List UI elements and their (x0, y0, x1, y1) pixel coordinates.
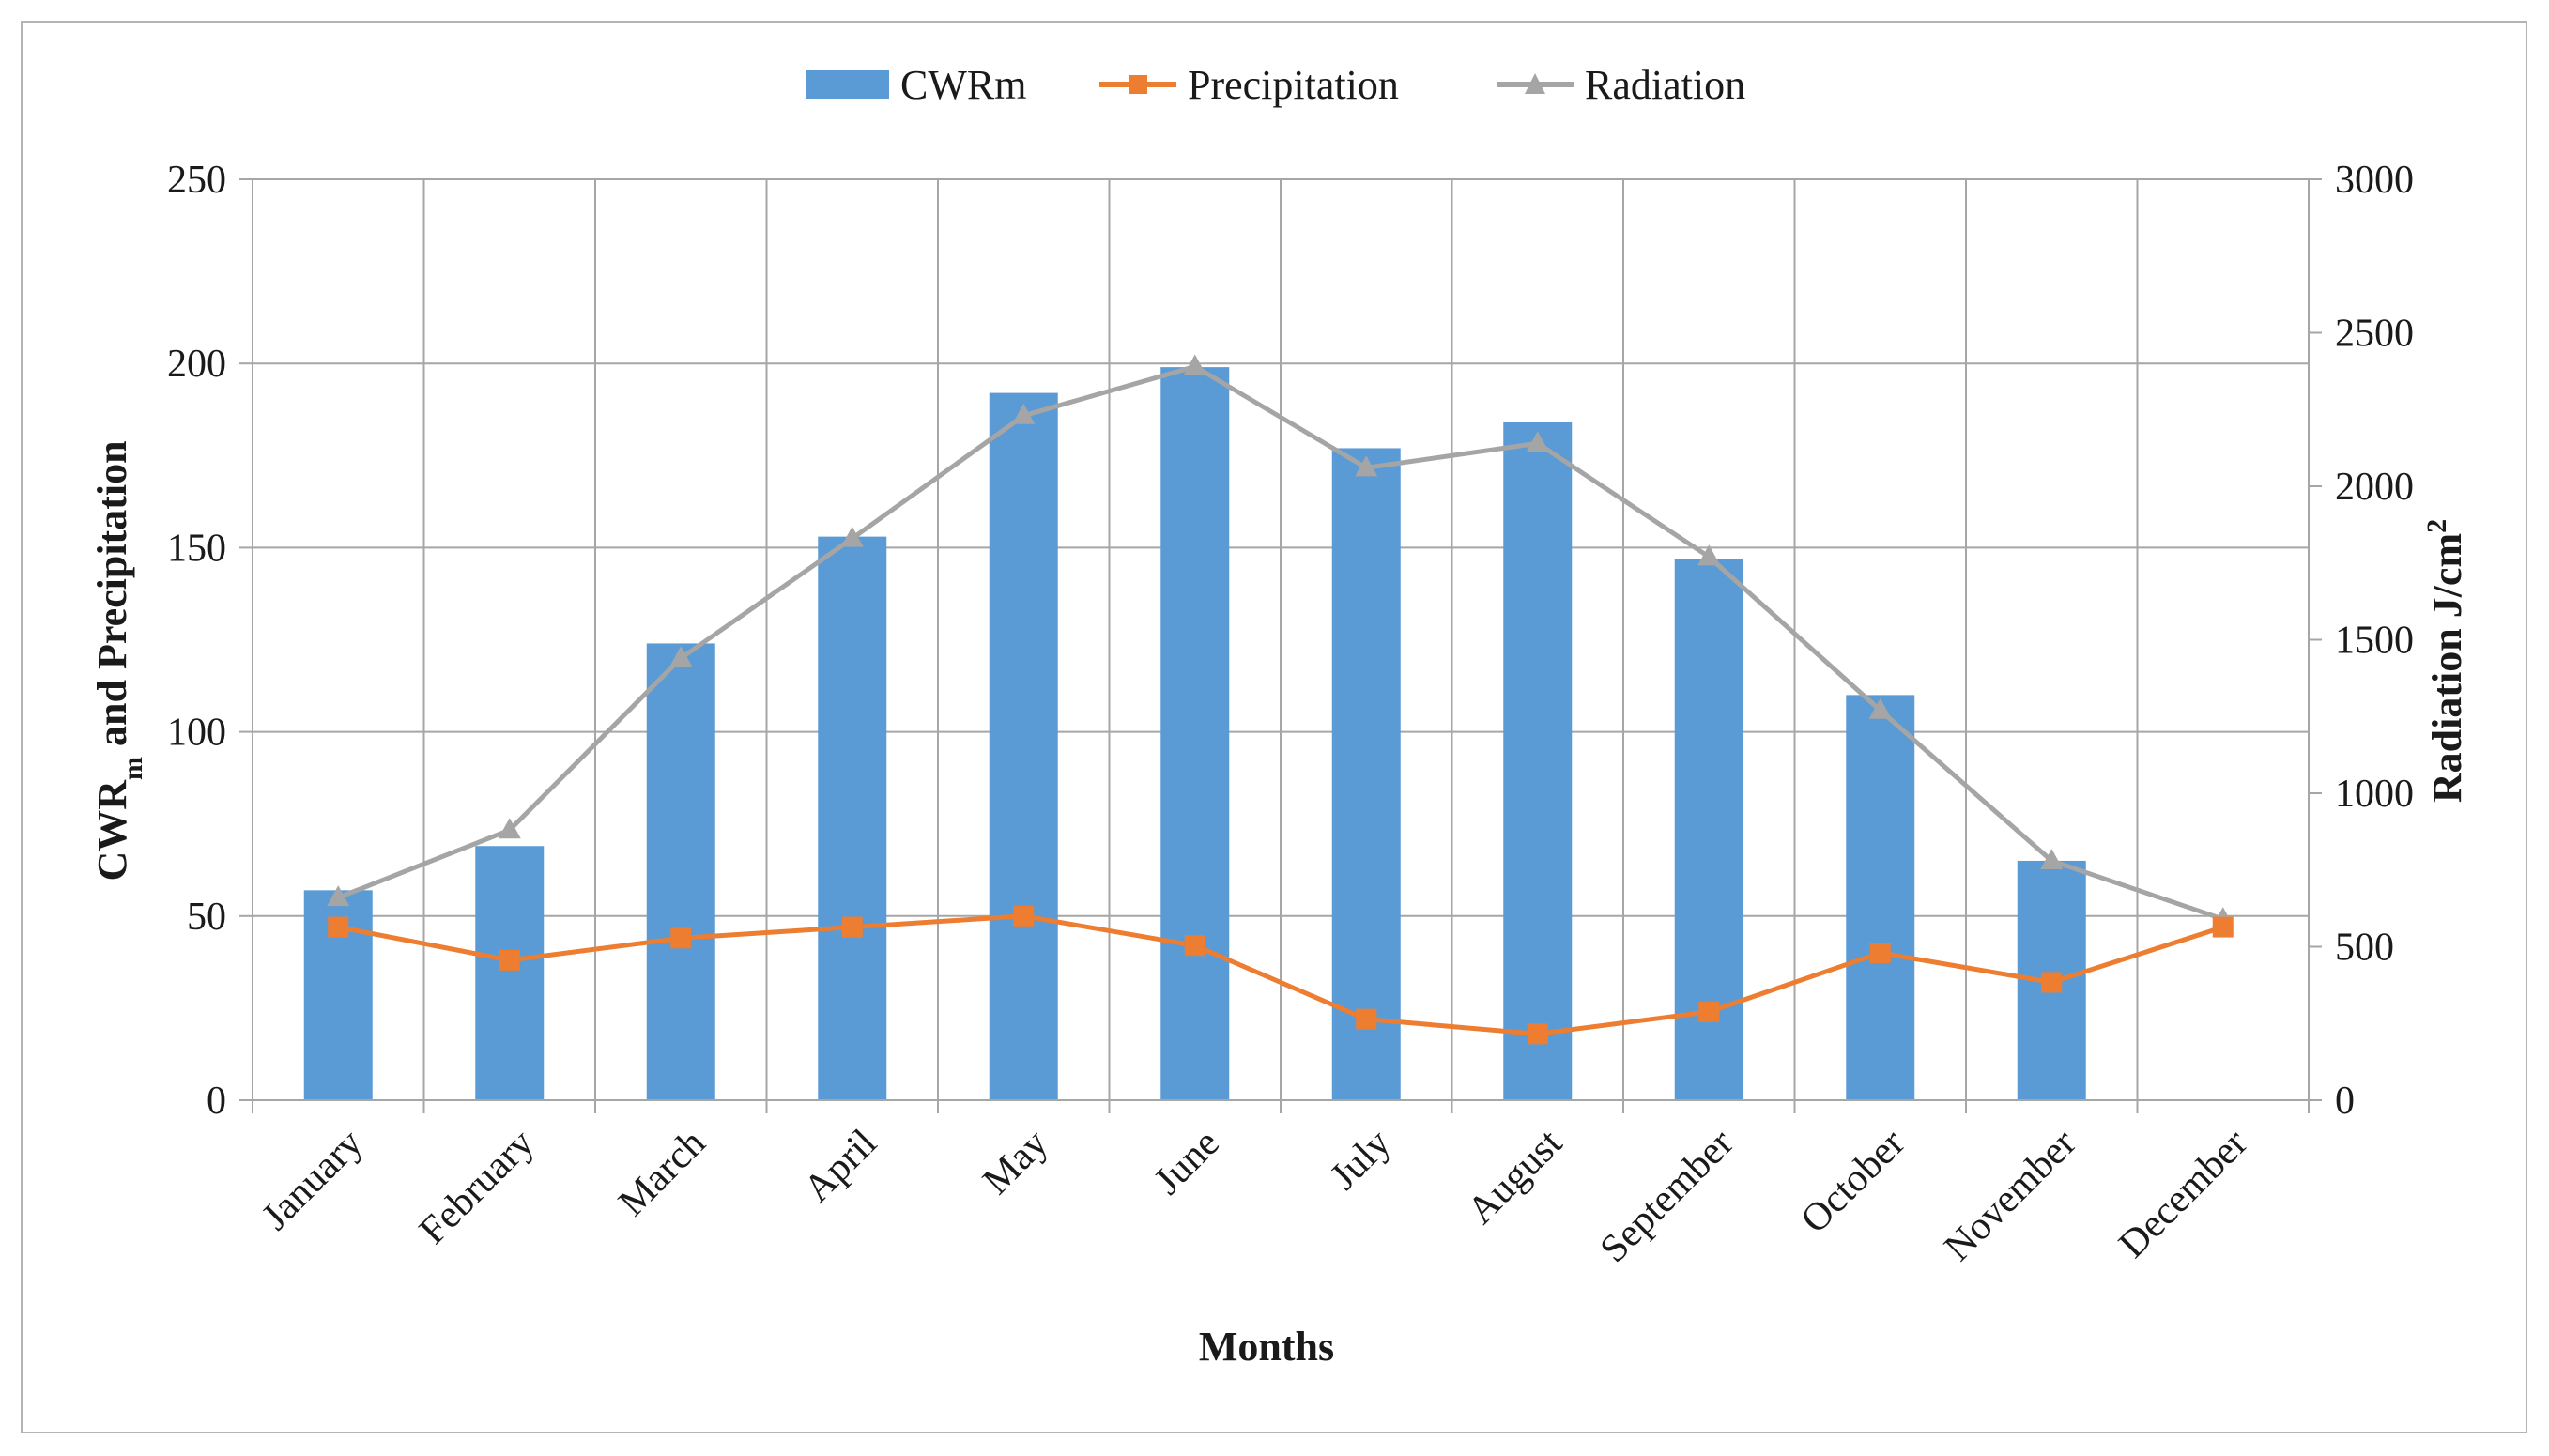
cwrm-bar (1846, 695, 1915, 1100)
cwrm-bar (475, 846, 545, 1100)
y-right-tick-label: 1000 (2335, 773, 2414, 816)
precipitation-point (670, 927, 692, 949)
legend-label-radiation: Radiation (1585, 62, 1745, 108)
cwrm-bar (1160, 367, 1230, 1100)
cwrm-bar (818, 536, 887, 1100)
legend-marker-radiation (1525, 73, 1545, 94)
radiation-point (498, 818, 521, 839)
legend: CWRm Precipitation Radiation (806, 62, 1745, 108)
radiation-point (327, 885, 350, 907)
y-left-tick-label: 100 (167, 712, 226, 755)
precipitation-point (328, 916, 349, 938)
y-axis-right-title-main: Radiation J/cm (2424, 533, 2470, 803)
line-series (327, 354, 2234, 1045)
x-tick-label: November (1936, 1122, 2084, 1270)
legend-swatch-cwrm (806, 70, 889, 99)
y-right-tick-label: 3000 (2335, 159, 2414, 202)
cwrm-bar (989, 392, 1058, 1100)
combo-chart: 050100150200250050010001500200025003000J… (89, 62, 2471, 1370)
x-tick-label: May (975, 1122, 1056, 1203)
x-tick-label: March (610, 1122, 714, 1225)
grid-lines (252, 178, 2310, 1113)
x-axis-title: Months (1199, 1324, 1334, 1370)
y-left-tick-label: 0 (207, 1080, 226, 1123)
radiation-point (1526, 431, 1549, 452)
y-axis-left-title-sub: m (117, 757, 148, 780)
precipitation-point (1013, 905, 1035, 927)
cwrm-bars (303, 367, 2086, 1100)
x-tick-label: January (253, 1122, 371, 1239)
y-right-tick-label: 500 (2335, 927, 2394, 970)
legend-label-precipitation: Precipitation (1188, 62, 1399, 108)
radiation-point (2040, 848, 2064, 869)
x-tick-label: September (1592, 1122, 1743, 1272)
y-left-tick-label: 50 (187, 896, 226, 939)
y-right-tick-label: 0 (2335, 1080, 2355, 1123)
legend-marker-precipitation (1129, 75, 1147, 94)
y-axis-right-title-sup: 2 (2421, 519, 2452, 533)
chart-frame: 0 50 100 150 200 250 0 500 1000 1500 2000 2500 3000 J… (21, 21, 2527, 1433)
x-tick-label: June (1146, 1122, 1228, 1203)
axes: 050100150200250050010001500200025003000J… (167, 159, 2414, 1271)
y-axis-right-title: Radiation J/cm2 (2421, 519, 2471, 803)
radiation-point (1868, 697, 1892, 719)
precipitation-point (499, 949, 520, 971)
y-left-tick-label: 150 (167, 527, 226, 570)
precipitation-point (1698, 1001, 1720, 1022)
radiation-point (1355, 455, 1378, 477)
x-tick-label: April (796, 1122, 885, 1211)
y-left-tick-label: 250 (167, 159, 226, 202)
radiation-point (669, 646, 693, 667)
precipitation-point (841, 916, 863, 938)
legend-label-cwrm: CWRm (900, 62, 1026, 108)
radiation-point (1012, 403, 1036, 424)
radiation-point (840, 526, 864, 547)
radiation-point (1183, 354, 1206, 375)
y-right-tick-label: 2500 (2335, 313, 2414, 356)
precipitation-point (1527, 1023, 1548, 1045)
x-tick-label: December (2111, 1122, 2256, 1267)
cwrm-bar (646, 643, 715, 1100)
cwrm-bar (1331, 448, 1401, 1100)
precipitation-point (1356, 1008, 1377, 1030)
radiation-line (337, 363, 2224, 922)
y-axis-left-title: CWRm and Precipitation (89, 440, 148, 881)
x-tick-label: February (411, 1122, 543, 1253)
precipitation-point (1184, 935, 1205, 957)
y-right-tick-label: 2000 (2335, 466, 2414, 509)
y-left-tick-label: 200 (167, 343, 226, 386)
y-axis-left-title-rest: and Precipitation (89, 440, 135, 757)
cwrm-bar (1503, 421, 1573, 1100)
precipitation-point (1869, 943, 1891, 964)
y-axis-left-title-main: CWR (89, 779, 135, 881)
x-tick-label: October (1793, 1122, 1913, 1242)
x-tick-label: July (1322, 1122, 1399, 1199)
y-right-tick-label: 1500 (2335, 620, 2414, 663)
precipitation-point (2041, 972, 2063, 993)
precipitation-line (337, 913, 2224, 1036)
x-tick-label: August (1459, 1121, 1571, 1233)
radiation-point (1697, 544, 1721, 566)
precipitation-point (2212, 916, 2234, 938)
